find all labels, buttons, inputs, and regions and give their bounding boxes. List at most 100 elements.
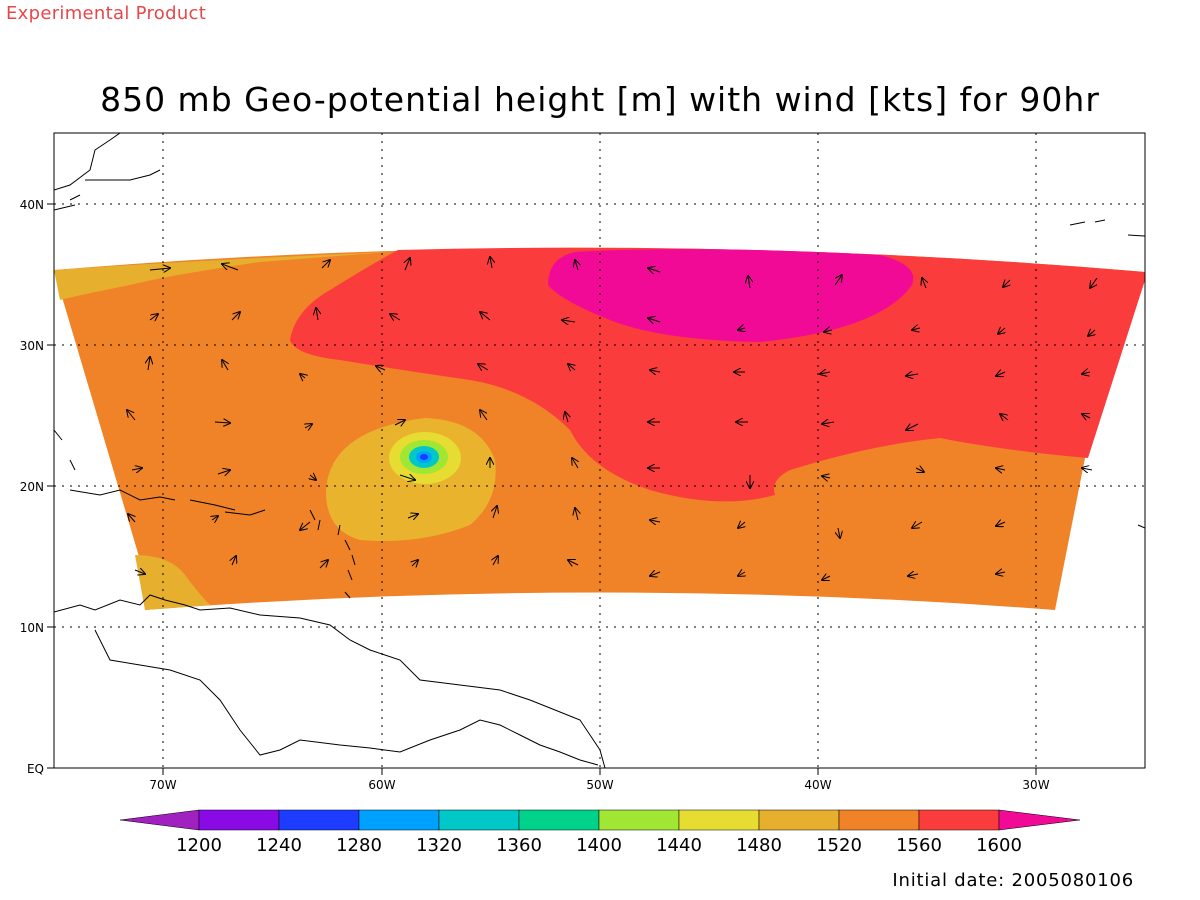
wind-arrow xyxy=(1090,277,1098,288)
wind-arrow xyxy=(998,328,1005,334)
wind-arrow xyxy=(996,572,1006,574)
lon-label-40w: 40W xyxy=(804,778,831,792)
wind-arrow xyxy=(738,572,745,576)
colorbar-arrow-low xyxy=(119,809,200,831)
height-field xyxy=(54,247,1145,610)
wind-arrow xyxy=(568,364,575,370)
wind-arrow xyxy=(996,372,1006,376)
lon-label-60w: 60W xyxy=(368,778,395,792)
colorbar-level-label: 1200 xyxy=(176,835,222,856)
coastlines xyxy=(54,133,1145,768)
wind-arrow xyxy=(908,574,919,576)
wind-arrow xyxy=(399,475,415,480)
wind-arrow xyxy=(996,468,1006,470)
wind-arrow xyxy=(222,264,239,271)
wind-arrow xyxy=(1082,414,1091,418)
wind-arrow xyxy=(906,424,919,430)
colorbar-swatch xyxy=(198,809,280,831)
colorbar-swatch xyxy=(518,809,600,831)
colorbar xyxy=(119,809,1081,831)
colorbar-swatch xyxy=(358,809,440,831)
grid xyxy=(54,133,1145,768)
wind-arrow xyxy=(915,468,924,472)
wind-arrow xyxy=(820,372,831,374)
wind-arrow xyxy=(310,475,316,480)
low-center-eye xyxy=(420,454,428,460)
coast-inland xyxy=(94,629,599,766)
wind-arrow xyxy=(1000,414,1009,420)
wind-arrow xyxy=(738,328,745,330)
lat-label-eq: EQ xyxy=(27,762,44,776)
colorbar-arrow-high xyxy=(998,809,1081,831)
colorbar-swatch xyxy=(278,809,360,831)
wind-arrow xyxy=(127,410,136,421)
wind-arrow xyxy=(300,521,311,530)
wind-arrow xyxy=(906,374,919,376)
field-1480-1520-northwest xyxy=(54,252,390,300)
lon-label-70w: 70W xyxy=(149,778,176,792)
wind-arrow xyxy=(493,506,497,519)
wind-arrow xyxy=(321,260,330,269)
wind-arrow xyxy=(650,520,661,522)
wind-arrow xyxy=(1003,280,1010,287)
wind-arrow xyxy=(490,257,492,269)
wind-arrow xyxy=(480,410,488,421)
wind-arrow xyxy=(232,556,236,566)
wind-arrow xyxy=(405,258,410,271)
wind-arrow xyxy=(1082,468,1093,470)
lat-label-20n: 20N xyxy=(20,480,44,494)
wind-arrow xyxy=(412,560,418,566)
wind-arrow xyxy=(748,276,750,289)
colorbar-labels: 1200 1240 1280 1320 1360 1400 1440 1480 1520 1560… xyxy=(176,835,1022,856)
wind-arrow xyxy=(222,360,228,371)
colorbar-swatch xyxy=(438,809,520,831)
wind-arrow xyxy=(822,476,831,478)
coast-north-america xyxy=(54,133,161,211)
wind-arrow xyxy=(822,576,831,580)
wind-arrow xyxy=(562,320,576,322)
wind-arrow xyxy=(650,370,661,372)
colorbar-swatch xyxy=(758,809,840,831)
wind-arrow xyxy=(838,527,840,538)
wind-arrow xyxy=(738,522,745,528)
wind-arrow xyxy=(912,522,923,528)
wind-arrow xyxy=(568,560,579,565)
colorbar-level-label: 1320 xyxy=(416,835,462,856)
axis-ticks xyxy=(47,203,1037,775)
wind-arrow xyxy=(212,516,218,520)
colorbar-level-label: 1400 xyxy=(576,835,622,856)
coast-south-america xyxy=(54,594,606,768)
wind-vectors xyxy=(127,257,1098,580)
colorbar-level-label: 1280 xyxy=(336,835,382,856)
wind-arrow xyxy=(214,422,230,423)
wind-arrow xyxy=(572,458,578,469)
colorbar-level-label: 1560 xyxy=(896,835,942,856)
colorbar-level-label: 1440 xyxy=(656,835,702,856)
wind-arrow xyxy=(128,514,135,523)
wind-arrow xyxy=(217,470,230,474)
coast-caribbean xyxy=(69,489,266,516)
colorbar-level-label: 1240 xyxy=(256,835,302,856)
wind-arrow xyxy=(300,374,305,378)
wind-arrow xyxy=(575,260,578,271)
wind-arrow xyxy=(1088,330,1095,336)
wind-arrow xyxy=(648,318,661,322)
wind-arrow xyxy=(493,556,498,566)
colorbar-level-label: 1600 xyxy=(976,835,1022,856)
wind-arrow xyxy=(148,357,150,371)
wind-arrow xyxy=(390,314,401,320)
wind-arrow xyxy=(305,424,312,428)
wind-arrow xyxy=(822,422,835,424)
wind-arrow xyxy=(565,412,568,423)
wind-arrow xyxy=(575,508,578,521)
wind-arrow xyxy=(394,420,405,425)
wind-arrow xyxy=(319,560,328,569)
colorbar-swatch xyxy=(918,809,1000,831)
wind-arrow xyxy=(912,328,921,330)
colorbar-level-label: 1480 xyxy=(736,835,782,856)
experimental-product-label: Experimental Product xyxy=(6,3,207,24)
wind-arrow xyxy=(650,572,661,576)
initial-date: Initial date: 2005080106 xyxy=(892,870,1134,891)
colorbar-level-label: 1520 xyxy=(816,835,862,856)
